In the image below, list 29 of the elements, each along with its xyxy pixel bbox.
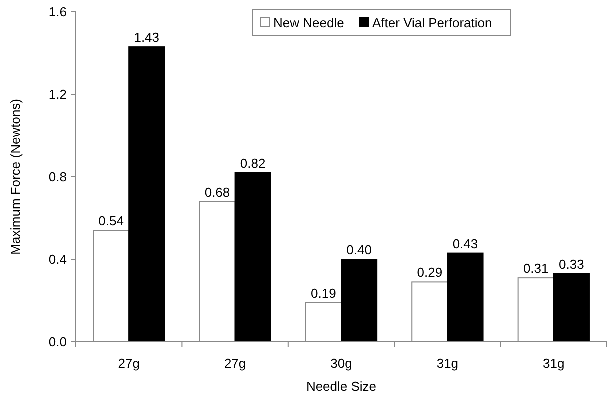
bar [553, 273, 590, 342]
y-axis-title: Maximum Force (Newtons) [8, 98, 23, 256]
bar [234, 172, 272, 342]
x-tick-label: 27g [118, 356, 140, 371]
bar [447, 252, 484, 342]
data-label: 1.43 [134, 30, 160, 46]
x-tick-label: 31g [543, 356, 565, 371]
x-tick-label: 27g [224, 356, 246, 371]
x-tick-label: 31g [436, 356, 459, 371]
bar [341, 259, 378, 342]
data-label: 0.19 [311, 286, 336, 301]
y-tick-label: 0.4 [48, 252, 67, 268]
y-tick-label: 0.0 [48, 334, 67, 350]
data-label: 0.43 [452, 236, 478, 252]
x-axis-title: Needle Size [306, 379, 377, 394]
data-label: 0.29 [417, 265, 443, 280]
x-tick-label: 30g [330, 356, 352, 371]
data-label: 0.68 [204, 184, 230, 200]
data-label: 0.31 [523, 261, 549, 276]
legend-label: After Vial Perforation [372, 16, 492, 31]
y-tick-label: 1.6 [48, 4, 67, 20]
data-label: 0.82 [240, 156, 266, 171]
data-label: 0.54 [98, 214, 124, 229]
y-tick-label: 0.8 [48, 170, 67, 185]
legend-label: New Needle [274, 16, 344, 31]
data-label: 0.33 [559, 256, 584, 272]
bar [128, 46, 166, 342]
data-label: 0.40 [346, 242, 372, 258]
y-tick-label: 1.2 [48, 87, 67, 102]
